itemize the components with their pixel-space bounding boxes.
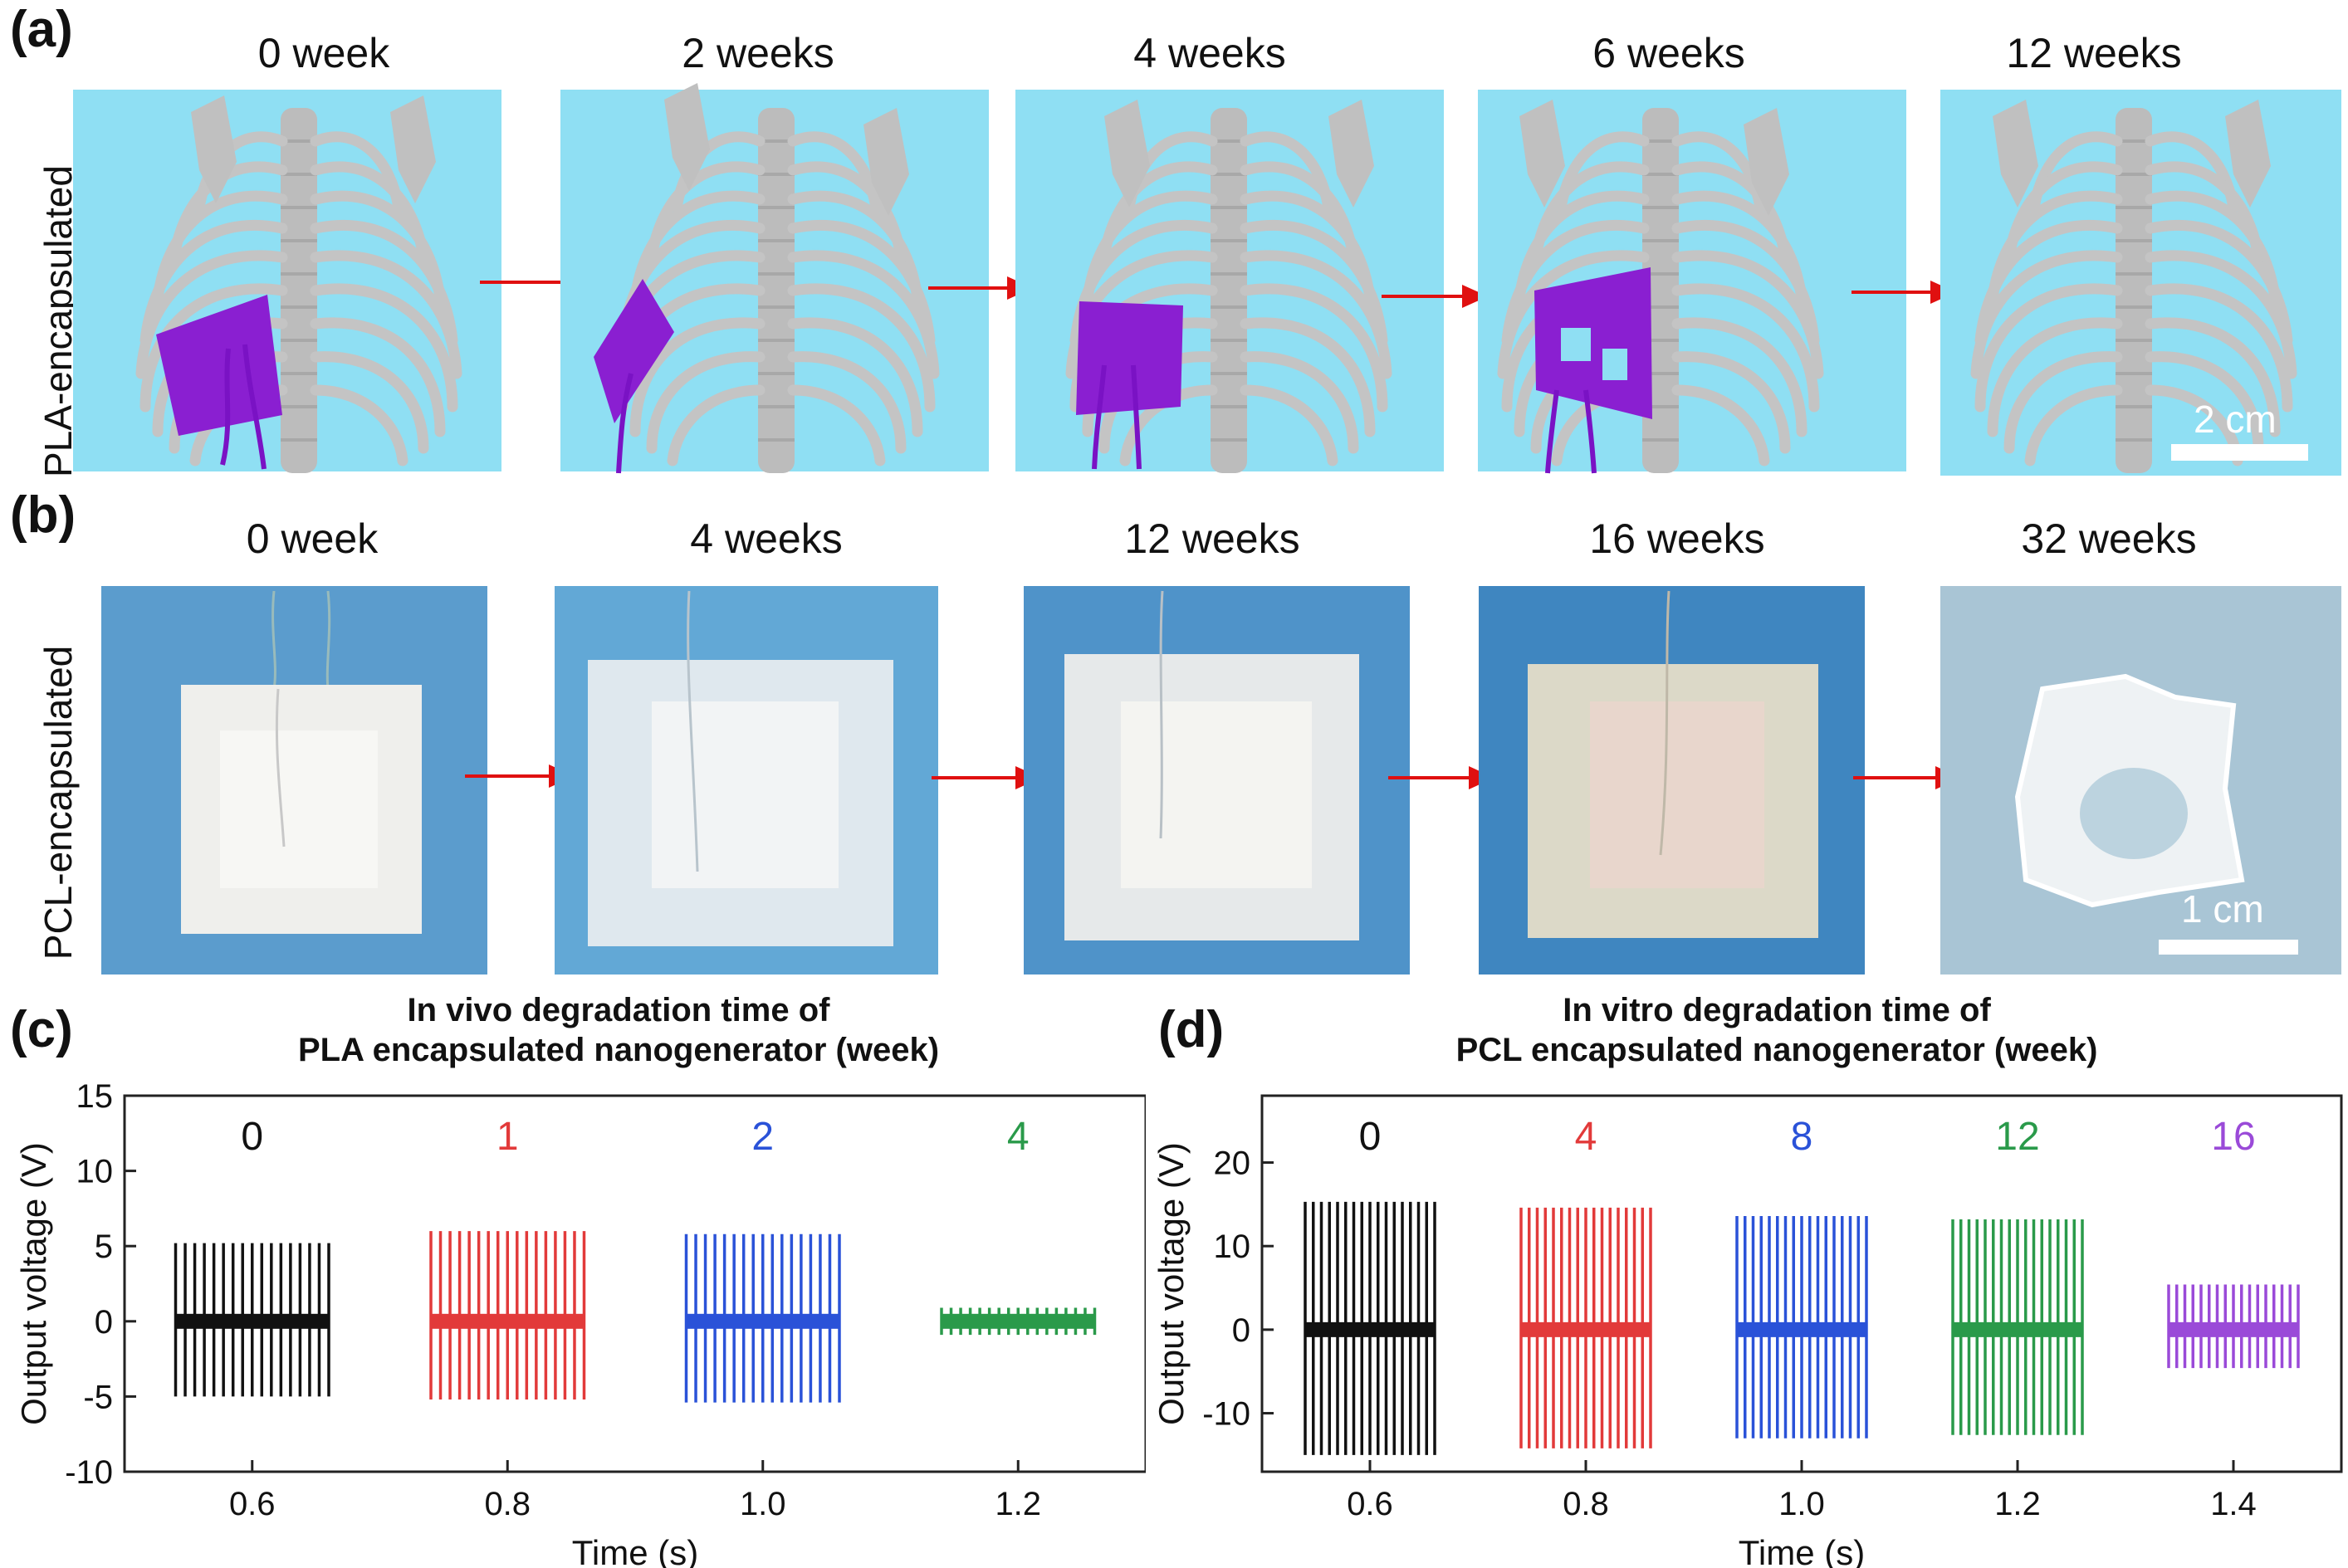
panel-a-week-0: 0 week [257,30,390,76]
chart-c-baseline-band [686,1313,839,1329]
chart-d: -10 0 10 20 0.6 0.8 1.0 1.2 1.4 Time (s) Output vo… [1152,1094,2343,1568]
chart-d-title-line1: In vitro degradation time of [1563,992,1991,1028]
chart-d-series-12 [1951,1219,2084,1435]
chart-c-ytick-label: 0 [95,1304,113,1341]
chart-c-ytick-label: -10 [65,1454,113,1491]
panel-a-week-2: 4 weeks [1133,30,1286,76]
chart-c-ytick-label: -5 [83,1379,113,1415]
chart-c-ytick-label: 15 [76,1078,114,1115]
chart-c-baseline-band [942,1313,1095,1329]
chart-d-series-label: 8 [1791,1115,1813,1159]
panel-a-week-3: 6 weeks [1592,30,1745,76]
chart-d-baseline-band [1521,1321,1651,1337]
chart-d-xlabel: Time (s) [1739,1533,1865,1568]
panel-b-week-1: 4 weeks [690,515,843,562]
chart-c-title-line1: In vivo degradation time of [407,992,830,1028]
panel-a-scale-bar-label: 2 cm [2194,398,2277,441]
chart-d-title: In vitro degradation time of PCL encapsu… [1362,990,2192,1070]
chart-c-title: In vivo degradation time of PLA encapsul… [203,990,1034,1070]
panel-c-label: (c) [10,1001,73,1058]
chart-d-series-label: 12 [1995,1115,2039,1159]
chart-d-baseline-band [1737,1321,1866,1337]
chart-c-ytick-label: 5 [95,1229,113,1265]
chart-d-xtick-label: 1.0 [1778,1486,1825,1522]
panel-b-images [101,586,2341,975]
chart-d-baseline-band [1953,1321,2082,1337]
chart-c-plot-frame [123,1094,1146,1473]
chart-c-xtick-label: 1.0 [740,1486,786,1522]
chart-c-xtick-label: 0.6 [229,1486,276,1522]
chart-c-series-4 [940,1307,1097,1336]
chart-d-series-label: 16 [2211,1115,2255,1159]
chart-d-series-label: 4 [1575,1115,1597,1159]
chart-d-ytick-label: 10 [1214,1229,1251,1265]
chart-c-series-0 [174,1243,330,1397]
chart-d-xtick-label: 1.4 [2210,1486,2257,1522]
panel-b-scale-bar-label: 1 cm [2181,887,2264,931]
chart-c-xtick-label: 1.2 [995,1486,1041,1522]
chart-d-ytick-label: -10 [1202,1396,1250,1433]
chart-c-ytick-label: 10 [76,1154,114,1190]
panel-b-label: (b) [10,486,76,544]
chart-c-series-label: 2 [751,1115,774,1159]
panel-d-label: (d) [1158,1001,1225,1058]
chart-d-xtick-label: 1.2 [1994,1486,2041,1522]
chart-c-series-label: 0 [241,1115,263,1159]
chart-d-baseline-band [1305,1321,1435,1337]
chart-d-ytick-label: 20 [1214,1145,1251,1182]
chart-d-series-label: 0 [1359,1115,1382,1159]
panel-a-week-1: 2 weeks [682,30,834,76]
panel-b-week-4: 32 weeks [2021,515,2197,562]
chart-d-ytick-label: 0 [1232,1312,1250,1349]
panel-a-images [73,83,2341,481]
chart-c-series-label: 1 [497,1115,519,1159]
panel-b-week-0: 0 week [246,515,379,562]
chart-d-series-16 [2167,1284,2300,1369]
chart-c-ylabel: Output voltage (V) [14,1142,53,1425]
chart-c-xlabel: Time (s) [572,1533,698,1568]
chart-c-series-label: 4 [1007,1115,1030,1159]
panel-a-label: (a) [10,1,73,58]
chart-d-xtick-label: 0.6 [1347,1486,1393,1522]
panel-b-week-2: 12 weeks [1124,515,1300,562]
chart-d-ylabel: Output voltage (V) [1152,1142,1191,1425]
chart-c-xtick-label: 0.8 [484,1486,531,1522]
chart-d-series-0 [1304,1201,1436,1455]
chart-c-title-line2: PLA encapsulated nanogenerator (week) [297,1032,940,1068]
chart-d-baseline-band [2169,1321,2298,1337]
chart-d-title-line2: PCL encapsulated nanogenerator (week) [1455,1032,2098,1068]
panel-a-week-4: 12 weeks [2006,30,2182,76]
chart-d-series-4 [1519,1207,1652,1448]
chart-d-xtick-label: 0.8 [1563,1486,1609,1522]
chart-c-baseline-band [175,1313,329,1329]
chart-c-series-2 [684,1233,841,1403]
chart-d-series-8 [1735,1215,1868,1439]
chart-c-baseline-band [431,1313,585,1329]
panel-b-week-3: 16 weeks [1589,515,1765,562]
chart-c-series-1 [429,1231,586,1400]
